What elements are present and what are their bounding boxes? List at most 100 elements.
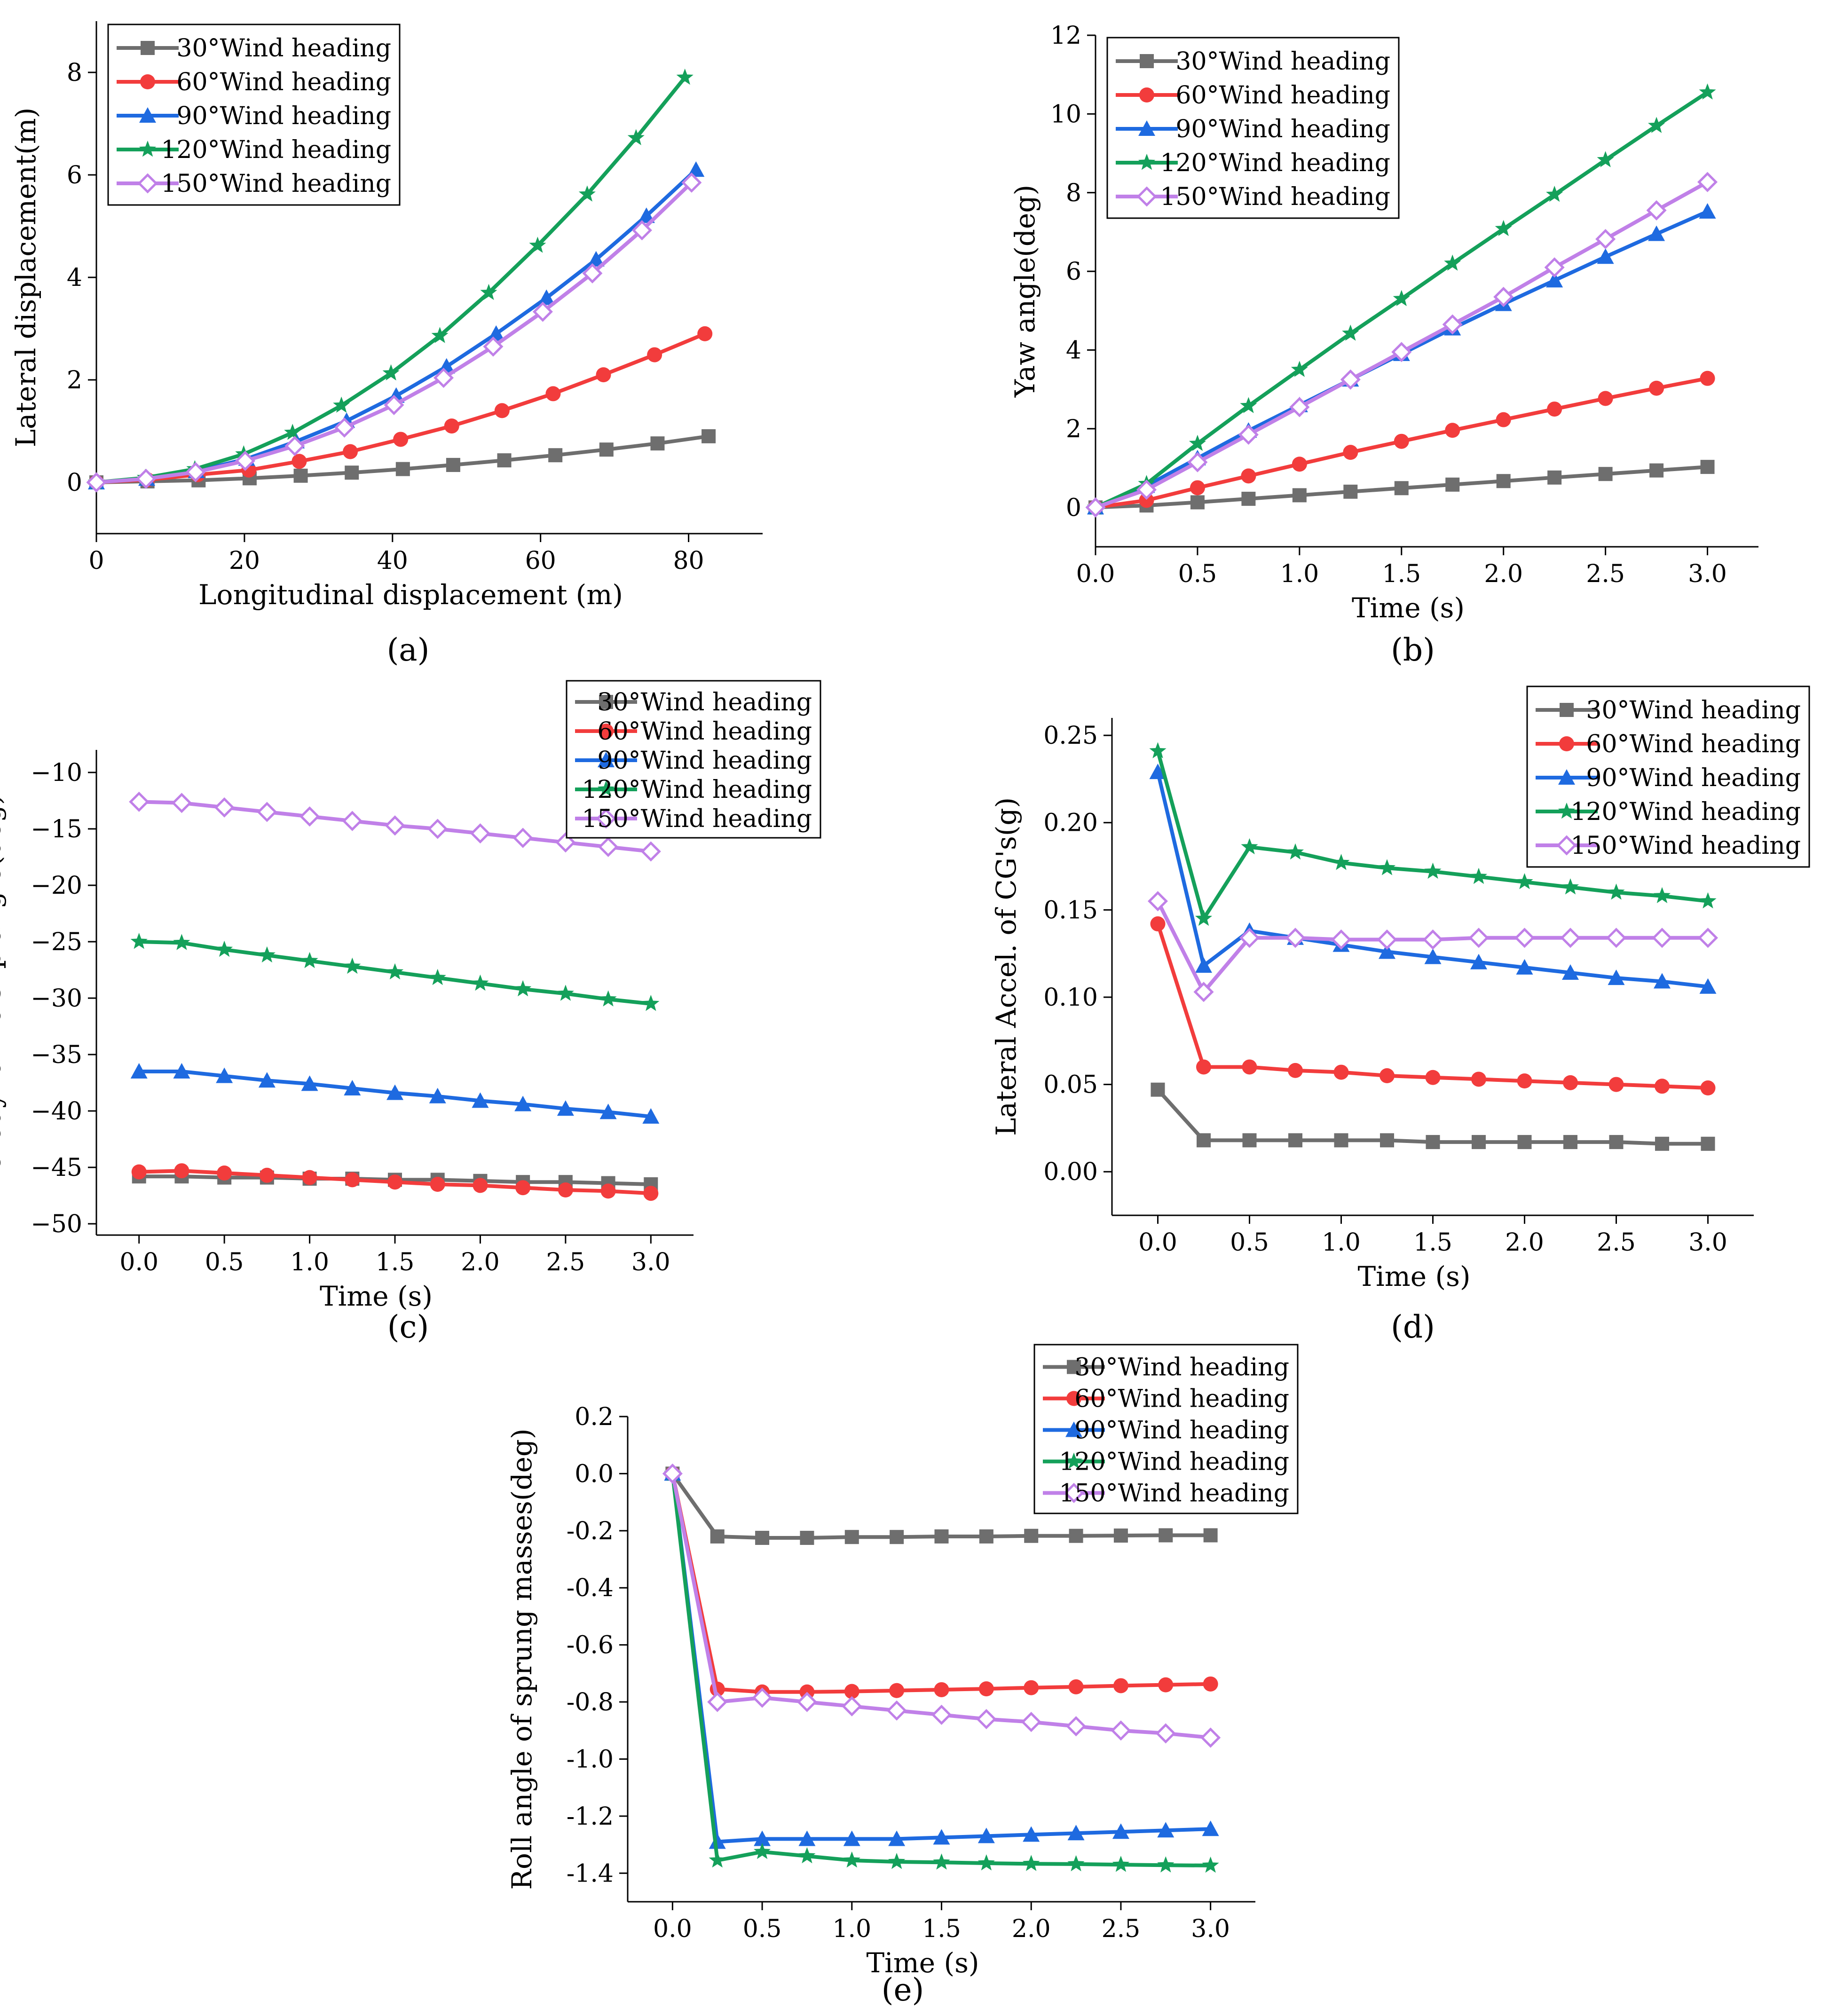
legend-entry-label: 150°Wind heading [1570, 832, 1801, 860]
data-point [1424, 948, 1442, 964]
data-point [638, 207, 655, 223]
legend-entry-label: 90°Wind heading [1074, 1417, 1289, 1445]
series-4 [129, 791, 661, 862]
data-point [1292, 457, 1307, 472]
data-point [545, 386, 561, 402]
data-point [1697, 172, 1718, 192]
data-point [890, 1530, 904, 1544]
series-4 [86, 172, 702, 493]
data-point [1113, 1528, 1128, 1543]
data-point [292, 454, 307, 469]
data-point [1085, 497, 1106, 518]
data-point [1608, 969, 1625, 985]
x-tick-label: 2.0 [461, 1248, 500, 1276]
data-point [647, 347, 662, 362]
data-point [1608, 883, 1625, 900]
chart-panel-c: 0.0 0.5 1.0 1.5 2.0 2.5 3.0 −10 −15 −20 −25 −30 −35 −… [0, 680, 821, 1345]
data-point [342, 811, 363, 831]
data-point [1196, 1059, 1211, 1075]
series-2 [664, 1465, 1219, 1849]
y-tick-label: 0 [67, 469, 82, 497]
legend-marker [599, 695, 613, 709]
data-point [642, 1108, 660, 1124]
data-point [1378, 859, 1396, 875]
data-point [216, 940, 233, 957]
legend-entry-label: 30°Wind heading [176, 34, 391, 63]
data-point [344, 1080, 361, 1095]
data-point [333, 396, 350, 413]
data-point [1563, 1135, 1577, 1150]
x-tick-label: 1.0 [832, 1915, 871, 1943]
legend-marker [1064, 1482, 1084, 1504]
data-point [1424, 862, 1442, 879]
y-tick-label: -0.2 [567, 1517, 614, 1545]
data-point [1595, 228, 1616, 250]
legend: 30°Wind heading 60°Wind heading 90°Wind he… [107, 24, 401, 206]
legend-marker [1556, 835, 1577, 856]
legend-marker [1065, 1421, 1082, 1437]
x-tick-label: 80 [673, 547, 704, 575]
data-point [709, 1851, 726, 1868]
data-point [1445, 477, 1460, 492]
data-point [515, 1180, 531, 1196]
y-tick-label: -1.2 [567, 1803, 614, 1831]
legend-entry-label: 90°Wind heading [176, 102, 391, 130]
legend-entry-label: 150°Wind heading [1059, 1480, 1289, 1508]
data-point [978, 1827, 995, 1843]
series-1 [1150, 916, 1716, 1096]
series-3 [130, 933, 660, 1011]
y-axis-title: Aerodynamic slip angle(deg) [0, 794, 7, 1191]
data-point [798, 1847, 816, 1864]
data-point [1139, 493, 1154, 508]
data-point [1342, 324, 1359, 341]
y-tick-label: −45 [31, 1154, 82, 1182]
data-point [1380, 1133, 1394, 1148]
data-point [1517, 1135, 1532, 1150]
data-point [681, 172, 702, 193]
data-point [1190, 480, 1205, 496]
data-point [1700, 370, 1715, 386]
data-point [1648, 117, 1665, 133]
y-tick-label: 0.20 [1043, 809, 1098, 837]
data-point [395, 462, 410, 476]
data-point [1288, 1063, 1303, 1078]
data-point [707, 1692, 728, 1712]
y-tick-label: 10 [1050, 100, 1081, 128]
data-point [444, 418, 459, 434]
data-point [650, 436, 665, 451]
data-point [1240, 397, 1257, 413]
data-point [933, 1829, 950, 1845]
chart-panel-a: 0 20 40 60 80 0 2 4 6 8 Longitudinal displacement … [10, 21, 763, 668]
x-tick-label: 1.5 [376, 1248, 415, 1276]
series-1 [131, 1163, 659, 1201]
data-point [1340, 369, 1361, 390]
data-point [1514, 928, 1535, 948]
data-point [1289, 397, 1310, 417]
x-tick-label: 1.0 [290, 1248, 329, 1276]
legend-entry-label: 60°Wind heading [176, 68, 391, 96]
y-tick-label: 6 [67, 161, 82, 189]
data-point [1608, 1077, 1624, 1092]
data-point [1195, 957, 1212, 973]
legend-marker [1140, 54, 1154, 68]
data-point [1195, 909, 1213, 926]
data-point [1021, 1712, 1041, 1732]
legend-marker [139, 107, 156, 123]
data-point [1203, 1528, 1218, 1543]
data-point [1609, 1135, 1624, 1150]
series-0 [1151, 1082, 1715, 1151]
legend-entry-label: 60°Wind heading [597, 717, 812, 746]
x-axis-title: Time (s) [1357, 1260, 1470, 1292]
y-tick-label: 12 [1050, 22, 1081, 50]
data-point [1560, 928, 1581, 948]
data-point [214, 797, 235, 818]
panel-caption-b: (b) [1391, 632, 1435, 668]
panel-caption-a: (a) [387, 632, 430, 668]
data-point [599, 1103, 617, 1119]
data-point [1606, 928, 1627, 948]
data-point [293, 468, 308, 483]
data-point [631, 220, 652, 241]
x-tick-label: 40 [377, 547, 408, 575]
data-point [386, 1084, 403, 1100]
data-point [1242, 1059, 1257, 1075]
